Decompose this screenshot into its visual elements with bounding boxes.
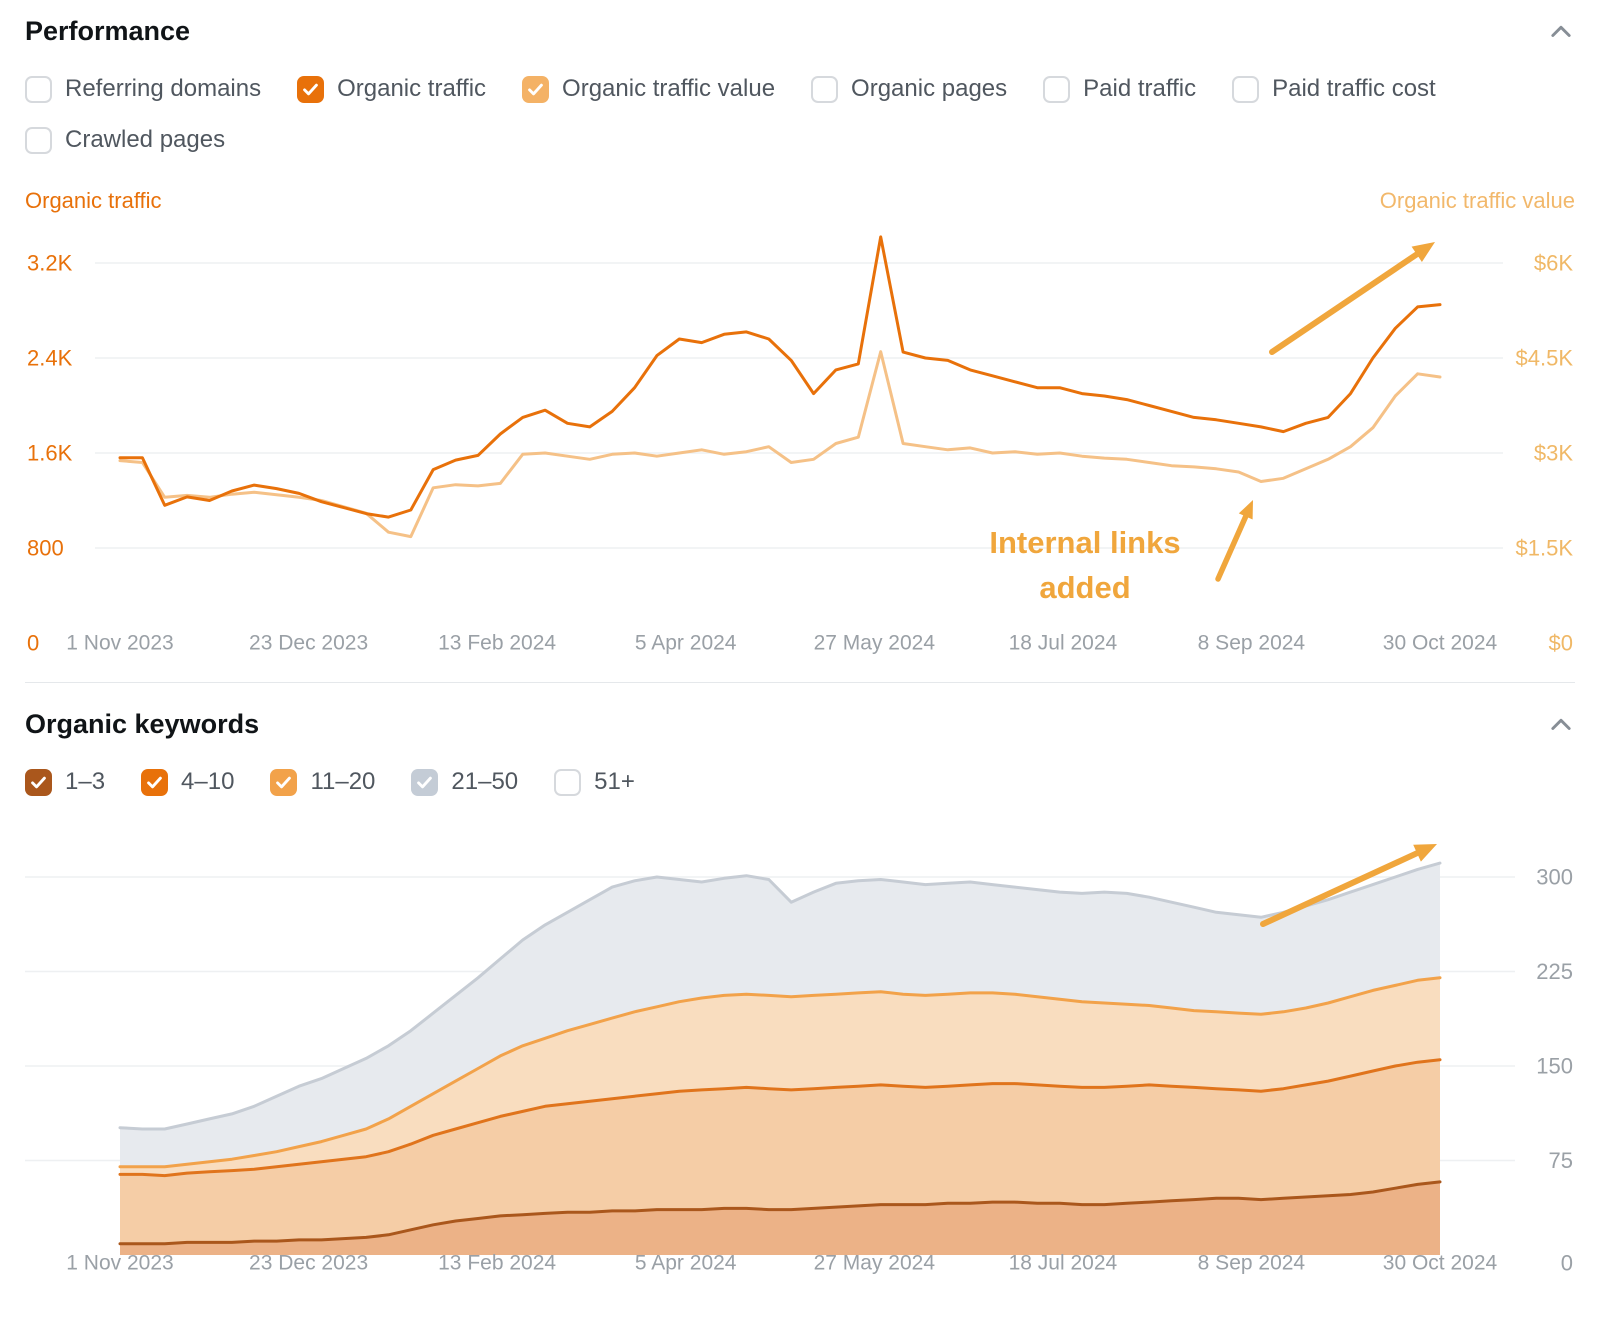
collapse-performance-button[interactable] xyxy=(1547,18,1575,46)
keywords-legend-row: 1–3 4–10 11–20 21–50 51+ xyxy=(25,768,1575,796)
legend-label: 1–3 xyxy=(65,768,106,795)
legend-label: Paid traffic cost xyxy=(1272,75,1436,102)
keywords-legend: 1–3 4–10 11–20 21–50 51+ xyxy=(25,768,1575,796)
keywords-legend-item-1-3[interactable]: 1–3 xyxy=(25,768,105,796)
legend-label: Referring domains xyxy=(65,75,262,102)
keywords-legend-item-51+[interactable]: 51+ xyxy=(554,768,635,796)
collapse-keywords-button[interactable] xyxy=(1547,711,1575,739)
svg-text:1 Nov 2023: 1 Nov 2023 xyxy=(66,632,173,655)
legend-label: 11–20 xyxy=(310,768,376,795)
section-divider xyxy=(25,682,1575,683)
legend-label: Paid traffic xyxy=(1083,75,1197,102)
svg-text:18 Jul 2024: 18 Jul 2024 xyxy=(1009,1252,1118,1275)
legend-label: Organic traffic xyxy=(337,75,487,102)
svg-text:13 Feb 2024: 13 Feb 2024 xyxy=(438,632,556,655)
page: Performance Referring domains Organic tra… xyxy=(25,16,1575,1276)
checkbox-checked-icon[interactable] xyxy=(411,768,439,796)
keywords-legend-item-4-10[interactable]: 4–10 xyxy=(141,768,234,796)
checkbox-unchecked-icon[interactable] xyxy=(811,75,839,103)
performance-legend-item-crawled-pages[interactable]: Crawled pages xyxy=(25,126,225,154)
performance-legend-item-organic-traffic[interactable]: Organic traffic xyxy=(297,75,486,103)
svg-text:23 Dec 2023: 23 Dec 2023 xyxy=(249,1252,368,1275)
svg-text:18 Jul 2024: 18 Jul 2024 xyxy=(1009,632,1118,655)
svg-text:27 May 2024: 27 May 2024 xyxy=(814,632,936,655)
svg-text:added: added xyxy=(1039,570,1130,605)
checkbox-checked-icon[interactable] xyxy=(270,768,298,796)
keywords-header: Organic keywords xyxy=(25,709,1575,740)
legend-label: 51+ xyxy=(594,768,635,795)
svg-text:13 Feb 2024: 13 Feb 2024 xyxy=(438,1252,556,1275)
checkbox-unchecked-icon[interactable] xyxy=(554,768,582,796)
checkbox-unchecked-icon[interactable] xyxy=(1043,75,1071,103)
svg-text:27 May 2024: 27 May 2024 xyxy=(814,1252,936,1275)
checkbox-checked-icon[interactable] xyxy=(522,75,550,103)
svg-text:75: 75 xyxy=(1549,1148,1573,1173)
performance-chart: 3.2K 2.4K 1.6K 800 0 $6K $4.5K $3K $1.5K $0 1 Nov … xyxy=(27,235,1574,656)
performance-legend-item-paid-traffic[interactable]: Paid traffic xyxy=(1043,75,1196,103)
svg-text:30 Oct 2024: 30 Oct 2024 xyxy=(1383,1252,1498,1275)
checkbox-unchecked-icon[interactable] xyxy=(1232,75,1260,103)
svg-text:1.6K: 1.6K xyxy=(27,441,73,466)
svg-text:0: 0 xyxy=(1561,1251,1573,1276)
checkmark-icon xyxy=(147,776,162,788)
left-axis-title: Organic traffic xyxy=(25,188,162,213)
svg-text:$0: $0 xyxy=(1549,631,1573,656)
checkbox-unchecked-icon[interactable] xyxy=(25,126,52,154)
performance-title: Performance xyxy=(25,16,191,46)
svg-text:2.4K: 2.4K xyxy=(27,346,73,371)
checkmark-icon xyxy=(276,776,292,788)
performance-legend-item-organic-traffic-value[interactable]: Organic traffic value xyxy=(522,75,775,103)
keywords-legend-item-21-50[interactable]: 21–50 xyxy=(411,768,518,796)
legend-label: Organic traffic value xyxy=(562,75,776,102)
checkmark-icon xyxy=(417,776,433,788)
svg-text:$1.5K: $1.5K xyxy=(1516,536,1574,561)
chevron-up-icon xyxy=(1551,25,1571,37)
performance-legend-row: Referring domains Organic traffic Organic … xyxy=(25,75,1575,103)
performance-legend-item-organic-pages[interactable]: Organic pages xyxy=(811,75,1007,103)
svg-text:$6K: $6K xyxy=(1534,251,1573,276)
checkmark-icon xyxy=(303,83,318,95)
chevron-up-icon xyxy=(1551,718,1571,730)
svg-text:8 Sep 2024: 8 Sep 2024 xyxy=(1198,1252,1306,1275)
svg-text:$3K: $3K xyxy=(1534,441,1573,466)
checkbox-unchecked-icon[interactable] xyxy=(25,75,52,103)
keywords-legend-item-11-20[interactable]: 11–20 xyxy=(270,768,375,796)
keywords-title: Organic keywords xyxy=(25,709,260,739)
svg-text:1 Nov 2023: 1 Nov 2023 xyxy=(66,1252,173,1275)
svg-text:8 Sep 2024: 8 Sep 2024 xyxy=(1198,632,1306,655)
performance-legend-item-referring-domains[interactable]: Referring domains xyxy=(25,75,261,103)
checkbox-checked-icon[interactable] xyxy=(25,768,52,796)
performance-legend-item-paid-traffic-cost[interactable]: Paid traffic cost xyxy=(1232,75,1436,103)
checkbox-checked-icon[interactable] xyxy=(297,75,325,103)
svg-text:23 Dec 2023: 23 Dec 2023 xyxy=(249,632,368,655)
svg-text:$4.5K: $4.5K xyxy=(1516,346,1574,371)
svg-text:225: 225 xyxy=(1536,959,1573,984)
performance-legend-row: Crawled pages xyxy=(25,126,1575,154)
svg-text:30 Oct 2024: 30 Oct 2024 xyxy=(1383,632,1498,655)
checkbox-checked-icon[interactable] xyxy=(141,768,169,796)
performance-header: Performance xyxy=(25,16,1575,47)
performance-legend: Referring domains Organic traffic Organic … xyxy=(25,75,1575,154)
svg-text:Internal links: Internal links xyxy=(989,525,1180,560)
legend-label: 4–10 xyxy=(181,768,235,795)
legend-label: Crawled pages xyxy=(65,126,226,153)
checkmark-icon xyxy=(528,83,543,95)
svg-text:3.2K: 3.2K xyxy=(27,251,73,276)
svg-text:300: 300 xyxy=(1536,865,1573,890)
svg-text:150: 150 xyxy=(1536,1054,1573,1079)
legend-label: 21–50 xyxy=(451,768,519,795)
performance-axis-titles: Organic traffic Organic traffic value xyxy=(25,188,1575,214)
svg-text:5 Apr 2024: 5 Apr 2024 xyxy=(635,632,737,655)
checkmark-icon xyxy=(31,776,46,788)
svg-text:5 Apr 2024: 5 Apr 2024 xyxy=(635,1252,737,1275)
right-axis-title: Organic traffic value xyxy=(1379,188,1575,213)
legend-label: Organic pages xyxy=(851,75,1008,102)
svg-text:800: 800 xyxy=(27,536,64,561)
svg-text:0: 0 xyxy=(27,631,39,656)
keywords-chart: 300 225 150 75 0 1 Nov 2023 23 Dec 2023 13 Feb … xyxy=(25,844,1573,1276)
